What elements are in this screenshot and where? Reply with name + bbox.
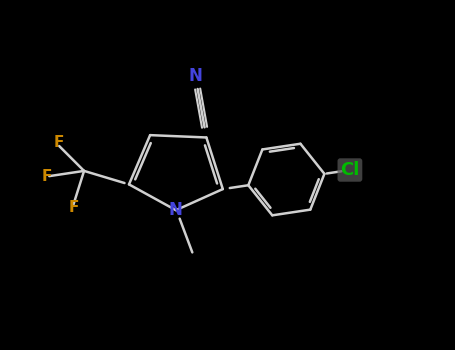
Text: N: N [188, 67, 202, 85]
Text: N: N [169, 201, 183, 219]
Text: Cl: Cl [340, 161, 359, 179]
Text: F: F [54, 135, 64, 150]
Text: F: F [42, 169, 52, 184]
Text: F: F [68, 200, 79, 215]
